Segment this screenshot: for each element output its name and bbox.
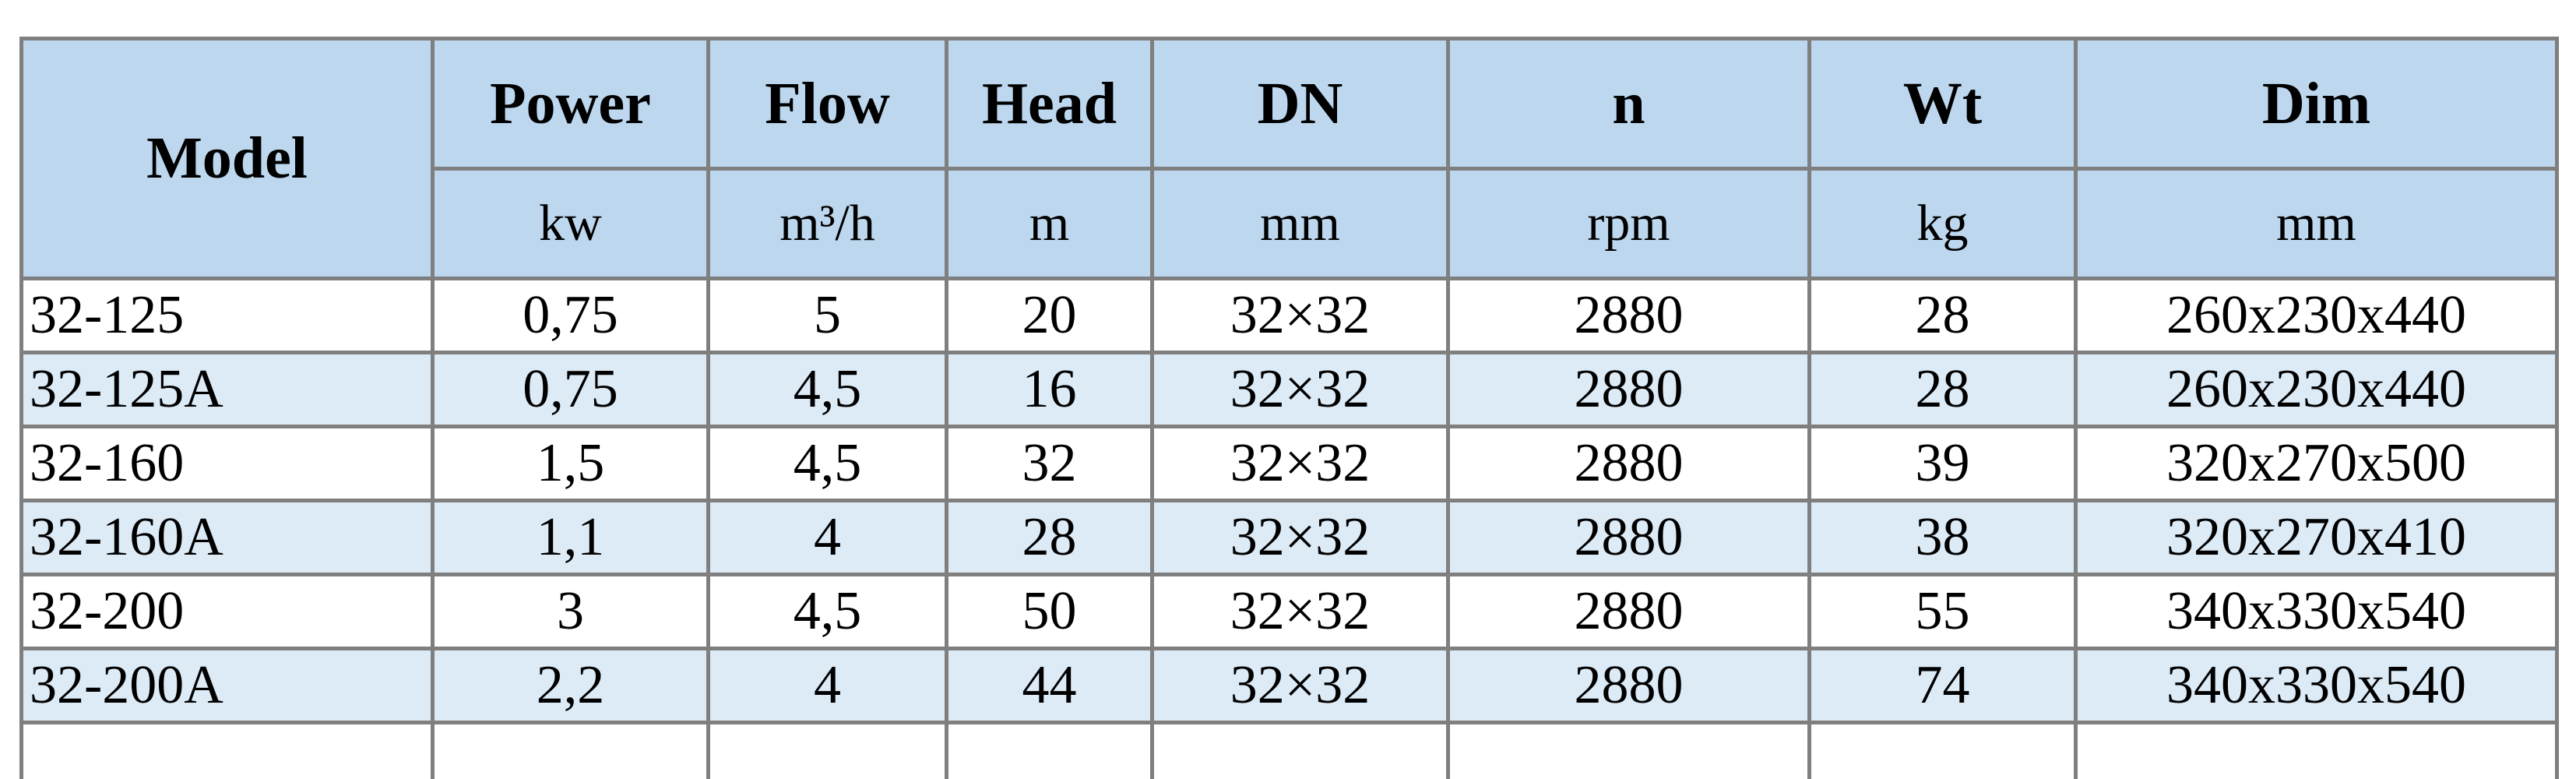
cell-empty [1807,721,2078,779]
cell-dn: 32×32 [1150,425,1450,502]
table-row: 32-125A 0,75 4,5 16 32×32 2880 28 260x230x440 [19,351,2559,428]
cell-n: 2880 [1446,573,1811,650]
cell-n: 2880 [1446,425,1811,502]
cell-dim: 260x230x440 [2074,351,2559,428]
cell-n: 2880 [1446,499,1811,576]
header-head: Head [945,37,1154,171]
unit-row: kw m³/h m mm rpm kg mm [22,167,2559,280]
cell-model: 32-160A [19,499,435,576]
cell-dn: 32×32 [1150,573,1450,650]
header-wt: Wt [1807,37,2078,171]
cell-dim: 320x270x410 [2074,499,2559,576]
cell-head: 20 [945,277,1154,354]
table-row: 32-200A 2,2 4 44 32×32 2880 74 340x330x540 [19,647,2559,724]
cell-dn: 32×32 [1150,647,1450,724]
cell-wt: 28 [1807,277,2078,354]
cell-head: 28 [945,499,1154,576]
cell-flow: 4 [706,647,948,724]
unit-n: rpm [1446,167,1811,280]
cell-power: 0,75 [431,277,710,354]
cell-flow: 5 [706,277,948,354]
cell-wt: 28 [1807,351,2078,428]
cell-empty [1446,721,1811,779]
header-flow: Flow [706,37,948,171]
cell-flow: 4,5 [706,573,948,650]
header-power: Power [431,37,710,171]
cell-power: 1,5 [431,425,710,502]
unit-dim: mm [2074,167,2559,280]
cell-empty [1150,721,1450,779]
cell-empty [2074,721,2559,779]
cell-dim: 340x330x540 [2074,647,2559,724]
table-row: 32-200 3 4,5 50 32×32 2880 55 340x330x540 [19,573,2559,650]
cell-dn: 32×32 [1150,277,1450,354]
cell-model: 32-200 [19,573,435,650]
header-model: Model [19,37,435,280]
cell-dn: 32×32 [1150,351,1450,428]
pump-spec-table: Model Power Flow Head DN n Wt Dim kw m³/… [19,37,2559,779]
cell-head: 44 [945,647,1154,724]
cell-model: 32-200A [19,647,435,724]
cell-wt: 38 [1807,499,2078,576]
cell-n: 2880 [1446,277,1811,354]
table-row: 32-125 0,75 5 20 32×32 2880 28 260x230x440 [19,277,2559,354]
table-row-partial [19,721,2559,779]
cell-n: 2880 [1446,351,1811,428]
unit-dn: mm [1150,167,1450,280]
cell-dim: 320x270x500 [2074,425,2559,502]
cell-wt: 74 [1807,647,2078,724]
header-n: n [1446,37,1811,171]
cell-dim: 260x230x440 [2074,277,2559,354]
unit-power: kw [431,167,710,280]
cell-empty [19,721,435,779]
cell-wt: 39 [1807,425,2078,502]
cell-flow: 4,5 [706,351,948,428]
header-row: Model Power Flow Head DN n Wt Dim [19,37,2559,280]
cell-power: 1,1 [431,499,710,576]
unit-wt: kg [1807,167,2078,280]
cell-dim: 340x330x540 [2074,573,2559,650]
cell-n: 2880 [1446,647,1811,724]
unit-head: m [945,167,1154,280]
cell-dn: 32×32 [1150,499,1450,576]
cell-model: 32-160 [19,425,435,502]
cell-empty [431,721,710,779]
header-dim: Dim [2074,37,2559,171]
table-row: 32-160 1,5 4,5 32 32×32 2880 39 320x270x500 [19,425,2559,502]
cell-head: 50 [945,573,1154,650]
cell-power: 3 [431,573,710,650]
cell-model: 32-125A [19,351,435,428]
cell-flow: 4,5 [706,425,948,502]
cell-empty [706,721,948,779]
cell-head: 32 [945,425,1154,502]
cell-empty [945,721,1154,779]
cell-model: 32-125 [19,277,435,354]
cell-wt: 55 [1807,573,2078,650]
header-dn: DN [1150,37,1450,171]
table-row: 32-160A 1,1 4 28 32×32 2880 38 320x270x410 [19,499,2559,576]
cell-head: 16 [945,351,1154,428]
cell-power: 2,2 [431,647,710,724]
cell-flow: 4 [706,499,948,576]
unit-flow: m³/h [706,167,948,280]
cell-power: 0,75 [431,351,710,428]
